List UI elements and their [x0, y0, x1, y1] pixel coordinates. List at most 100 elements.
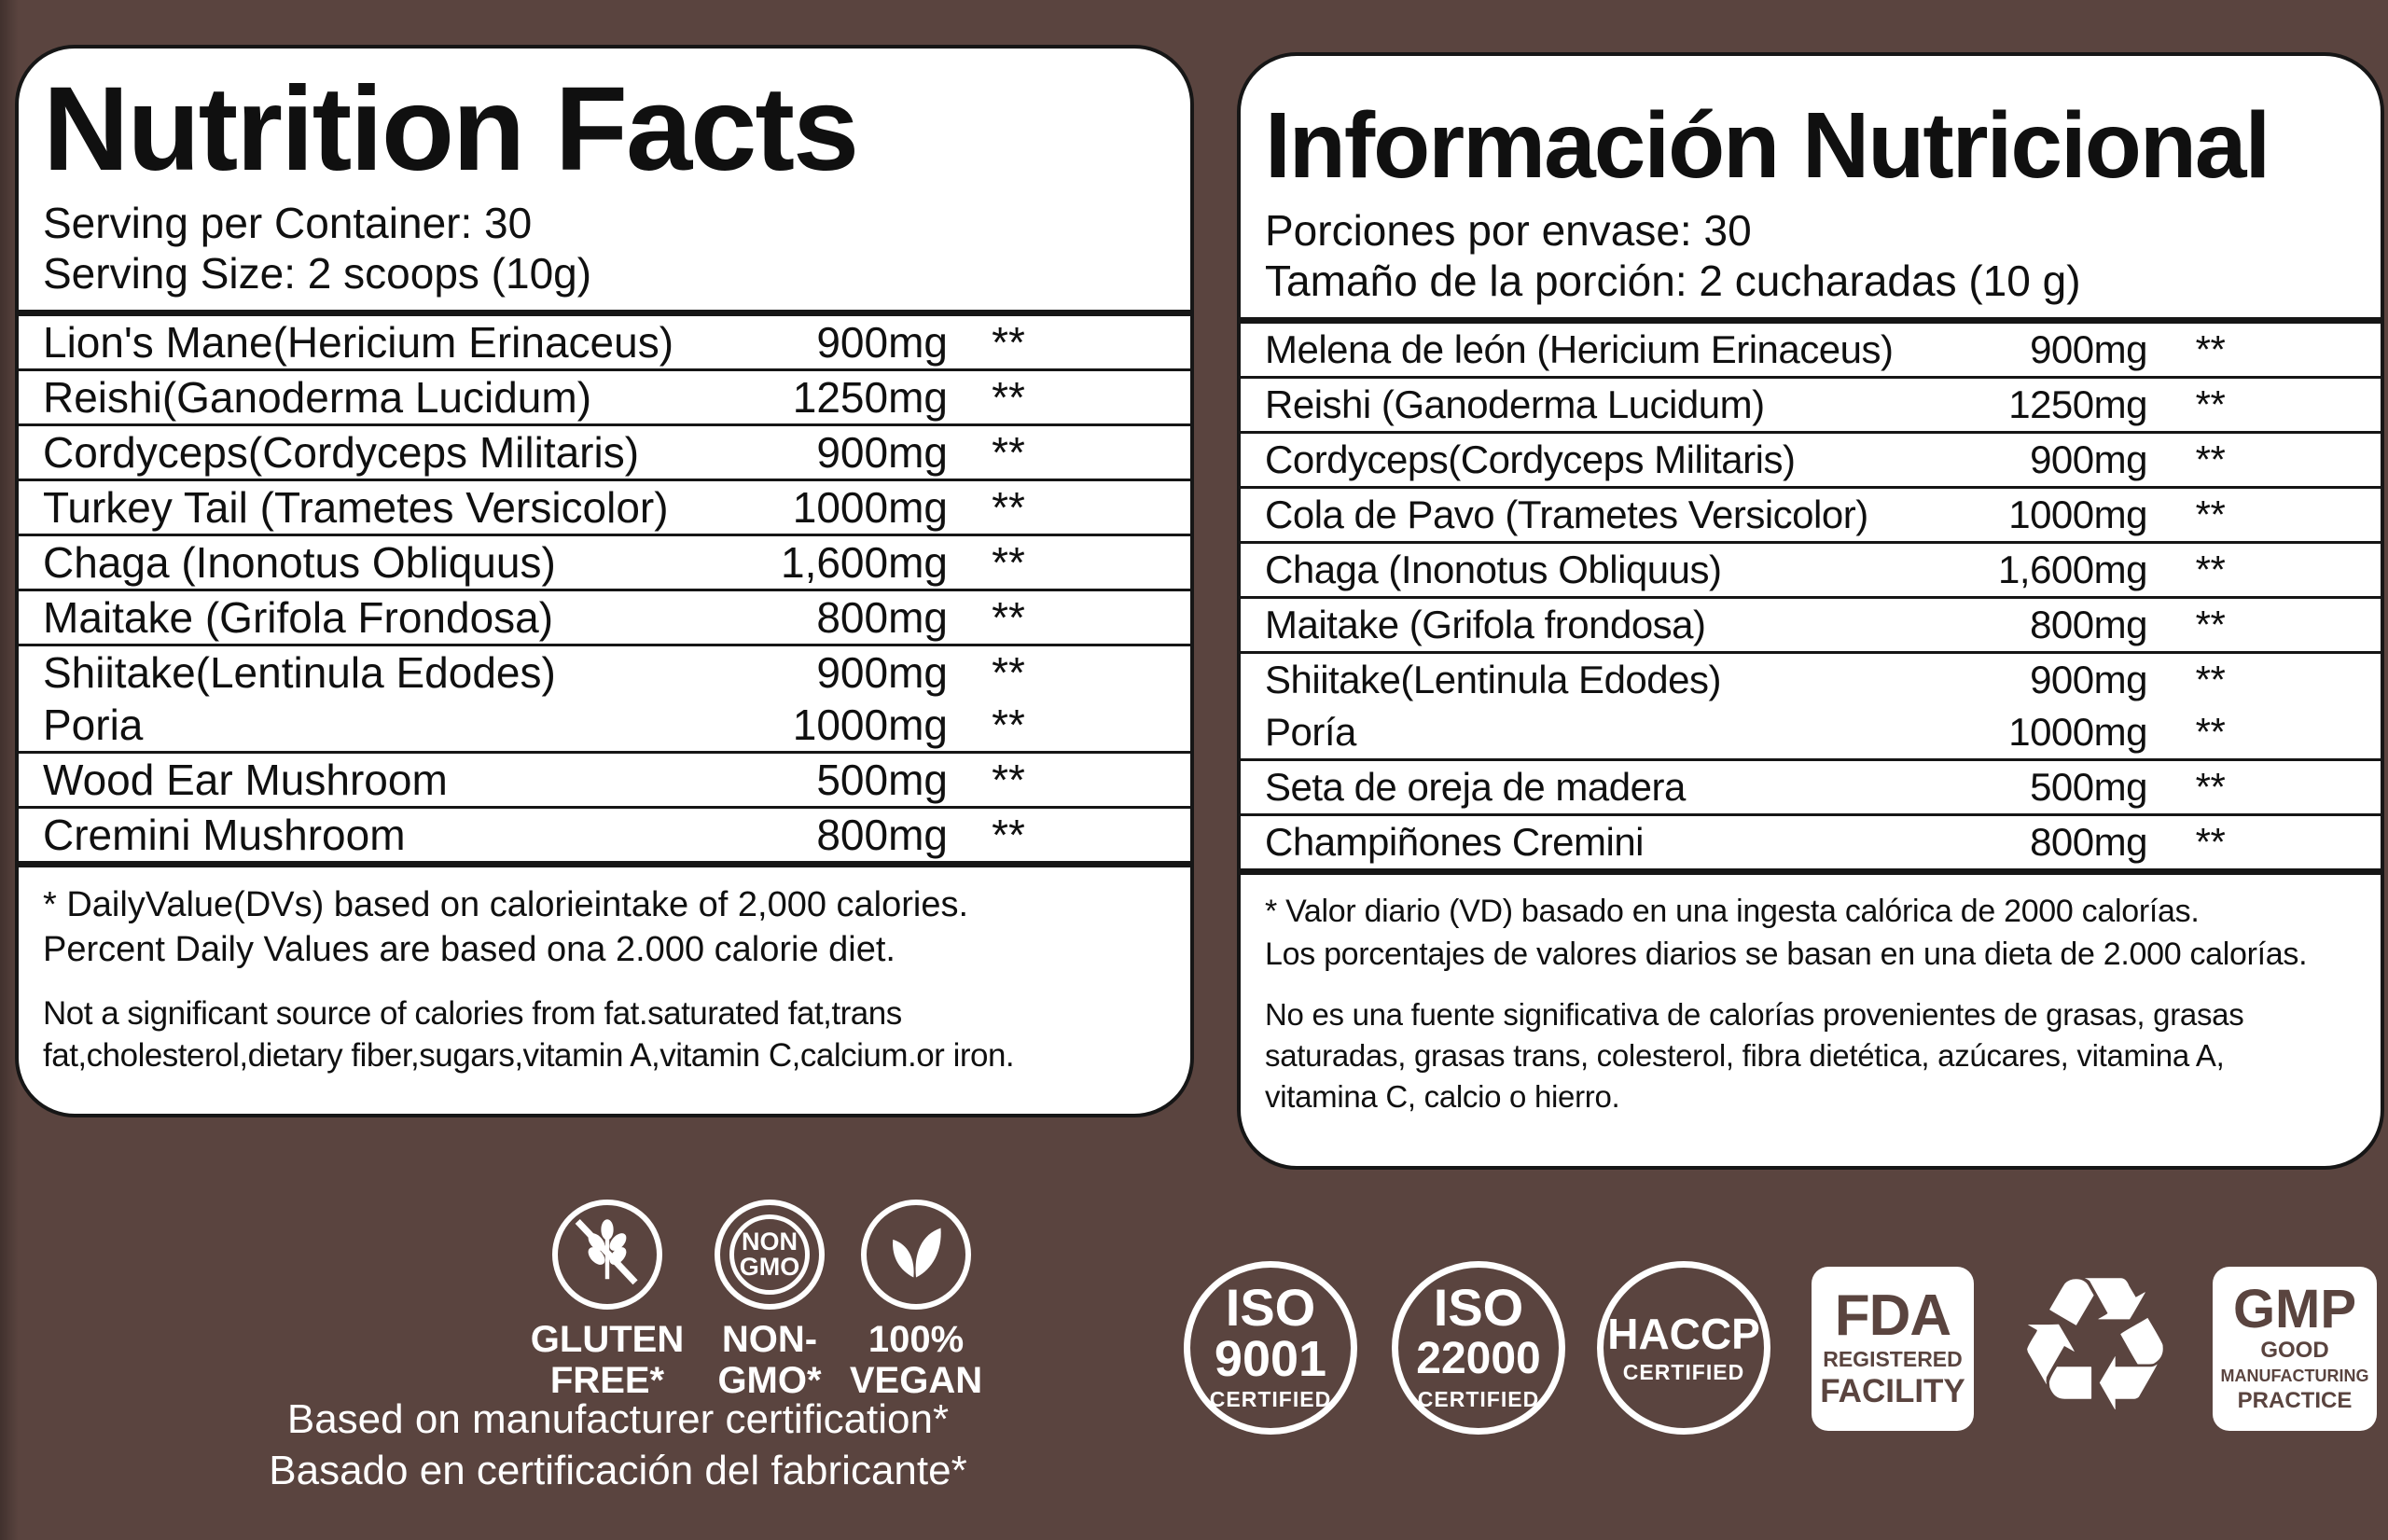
certification-note-es: Basado en certificación del fabricante* — [269, 1448, 967, 1493]
ingredient-daily-value: ** — [2195, 327, 2226, 371]
iso-22000-text: ISO — [1433, 1278, 1524, 1337]
vegan-label: 100% VEGAN — [849, 1319, 983, 1401]
ingredient-daily-value: ** — [992, 648, 1025, 697]
ingredient-row: Chaga (Inonotus Obliquus) 1,600mg ** — [1241, 544, 2381, 596]
footnote-line: vitamina C, calcio o hierro. — [1265, 1079, 1620, 1114]
ingredient-row: Champiñones Cremini 800mg ** — [1241, 816, 2381, 868]
ingredient-row: Cremini Mushroom 800mg ** — [19, 809, 1190, 861]
ingredient-name: Maitake (Grifola frondosa) — [1265, 603, 1706, 646]
ingredient-cell: Turkey Tail (Trametes Versicolor) 1000mg *… — [19, 481, 1190, 536]
serving-size-es: Tamaño de la porción: 2 cucharadas (10 g… — [1265, 257, 2081, 305]
ingredient-daily-value: ** — [2195, 603, 2226, 646]
ingredient-daily-value: ** — [2195, 493, 2226, 536]
ingredient-amount: 900mg — [816, 318, 948, 367]
iso-9001-badge: ISO 9001 CERTIFIED — [1184, 1261, 1357, 1435]
ingredient-row: Cordyceps(Cordyceps Militaris) 900mg ** — [1241, 434, 2381, 486]
ingredient-name: Wood Ear Mushroom — [43, 756, 448, 804]
ingredient-cell: Cordyceps(Cordyceps Militaris) 900mg ** — [1241, 434, 2381, 489]
non-gmo-icon: NON GMO — [729, 1214, 810, 1295]
fda-badge: FDA REGISTERED FACILITY — [1812, 1267, 1974, 1431]
ingredient-daily-value: ** — [992, 318, 1025, 367]
non-gmo-icon-text: GMO — [739, 1253, 800, 1281]
footnote-line: fat,cholesterol,dietary fiber,sugars,vit… — [43, 1037, 1015, 1074]
iso-22000-badge: ISO 22000 CERTIFIED — [1392, 1261, 1565, 1435]
ingredient-row: Reishi (Ganoderma Lucidum) 1250mg ** — [1241, 379, 2381, 431]
ingredient-amount: 1000mg — [2008, 493, 2147, 536]
ingredient-cell: Melena de león (Hericium Erinaceus) 900mg… — [1241, 324, 2381, 379]
footnote-line: Los porcentajes de valores diarios se ba… — [1265, 936, 2308, 972]
ingredient-row: Cordyceps(Cordyceps Militaris) 900mg ** — [19, 426, 1190, 479]
recycle-icon: ♻ — [2011, 1237, 2179, 1454]
ingredient-cell: Maitake (Grifola Frondosa) 800mg ** — [19, 591, 1190, 646]
footnotes-es: * Valor diario (VD) basado en una ingest… — [1265, 890, 2356, 1117]
panel-title-en: Nutrition Facts — [43, 62, 859, 196]
ingredient-amount: 1000mg — [792, 701, 948, 749]
ingredient-daily-value: ** — [992, 483, 1025, 532]
ingredient-name: Seta de oreja de madera — [1265, 765, 1686, 809]
iso-22000-certified: CERTIFIED — [1417, 1387, 1540, 1411]
iso-9001-text: ISO — [1225, 1278, 1316, 1337]
gmp-badge: GMP GOOD MANUFACTURING PRACTICE — [2213, 1267, 2377, 1431]
gluten-free-label: GLUTEN FREE* — [530, 1319, 685, 1401]
ingredient-cell: Maitake (Grifola frondosa) 800mg ** — [1241, 599, 2381, 654]
ingredient-name: Shiitake(Lentinula Edodes) — [43, 648, 556, 697]
non-gmo-label: NON- GMO* — [717, 1319, 822, 1401]
footnote-line: * DailyValue(DVs) based on calorieintake… — [43, 885, 969, 924]
ingredient-row: Wood Ear Mushroom 500mg ** — [19, 754, 1190, 806]
ingredient-row: Maitake (Grifola Frondosa) 800mg ** — [19, 591, 1190, 644]
servings-per-container-es: Porciones por envase: 30 — [1265, 206, 1752, 255]
ingredient-cell: Reishi (Ganoderma Lucidum) 1250mg ** — [1241, 379, 2381, 434]
haccp-badge: HACCP CERTIFIED — [1597, 1261, 1770, 1435]
ingredient-amount: 900mg — [2030, 658, 2147, 701]
ingredient-row: Maitake (Grifola frondosa) 800mg ** — [1241, 599, 2381, 651]
left-edge-shadow — [0, 0, 19, 1540]
ingredient-name: Reishi (Ganoderma Lucidum) — [1265, 382, 1765, 426]
ingredient-row: Poria 1000mg ** — [19, 699, 1190, 751]
ingredient-row: Poría 1000mg ** — [1241, 706, 2381, 758]
ingredient-name: Maitake (Grifola Frondosa) — [43, 593, 554, 642]
ingredient-daily-value: ** — [2195, 437, 2226, 481]
certification-note: Based on manufacturer certification* Bas… — [51, 1394, 1185, 1496]
ingredient-cell: Chaga (Inonotus Obliquus) 1,600mg ** — [19, 536, 1190, 591]
ingredient-amount: 900mg — [816, 648, 948, 697]
not-significant-source-note-es: No es una fuente significativa de calorí… — [1265, 994, 2356, 1117]
iso-22000-number: 22000 — [1416, 1334, 1541, 1383]
ingredient-amount: 1,600mg — [780, 538, 948, 587]
ingredient-name: Cremini Mushroom — [43, 811, 406, 859]
ingredient-cell: Wood Ear Mushroom 500mg ** — [19, 754, 1190, 809]
footnote-line: No es una fuente significativa de calorí… — [1265, 997, 2244, 1032]
not-significant-source-note-en: Not a significant source of calories fro… — [43, 992, 1166, 1076]
ingredient-cell: Reishi(Ganoderma Lucidum) 1250mg ** — [19, 371, 1190, 426]
footnote-line: Not a significant source of calories fro… — [43, 995, 902, 1032]
panel-title-es: Información Nutricional — [1265, 93, 2270, 198]
ingredient-cell: Shiitake(Lentinula Edodes) 900mg ** Poría 10… — [1241, 654, 2381, 761]
haccp-text: HACCP — [1607, 1310, 1760, 1358]
ingredient-name: Chaga (Inonotus Obliquus) — [1265, 548, 1722, 591]
serving-info-es: Porciones por envase: 30 Tamaño de la po… — [1265, 205, 2356, 306]
fda-facility: FACILITY — [1820, 1373, 1965, 1409]
fda-registered: REGISTERED — [1823, 1347, 1963, 1371]
ingredient-daily-value: ** — [2195, 382, 2226, 426]
vegan-leaves-icon — [867, 1203, 965, 1307]
ingredient-daily-value: ** — [992, 756, 1025, 804]
ingredient-amount: 900mg — [2030, 327, 2147, 371]
ingredient-amount: 800mg — [816, 593, 948, 642]
ingredient-daily-value: ** — [992, 538, 1025, 587]
nutrition-facts-panel-es: Información Nutricional Porciones por en… — [1237, 52, 2384, 1170]
ingredient-name: Cordyceps(Cordyceps Militaris) — [43, 428, 640, 477]
ingredient-daily-value: ** — [992, 811, 1025, 859]
ingredient-amount: 1250mg — [2008, 382, 2147, 426]
gmp-good: GOOD — [2260, 1338, 2329, 1363]
ingredient-amount: 1,600mg — [1998, 548, 2147, 591]
ingredient-cell: Cordyceps(Cordyceps Militaris) 900mg ** — [19, 426, 1190, 481]
daily-value-note-es: * Valor diario (VD) basado en una ingest… — [1265, 890, 2356, 976]
footnotes-en: * DailyValue(DVs) based on calorieintake… — [43, 882, 1166, 1076]
nutrition-facts-panel-en: Nutrition Facts Serving per Container: 3… — [15, 45, 1194, 1117]
ingredient-table-es: Melena de león (Hericium Erinaceus) 900mg… — [1241, 317, 2381, 875]
ingredient-row: Melena de león (Hericium Erinaceus) 900mg… — [1241, 324, 2381, 376]
ingredient-cell: Chaga (Inonotus Obliquus) 1,600mg ** — [1241, 544, 2381, 599]
ingredient-amount: 1000mg — [2008, 710, 2147, 754]
non-gmo-badge: NON GMO — [715, 1200, 825, 1310]
daily-value-note-en: * DailyValue(DVs) based on calorieintake… — [43, 882, 1166, 972]
ingredient-row: Turkey Tail (Trametes Versicolor) 1000mg *… — [19, 481, 1190, 534]
